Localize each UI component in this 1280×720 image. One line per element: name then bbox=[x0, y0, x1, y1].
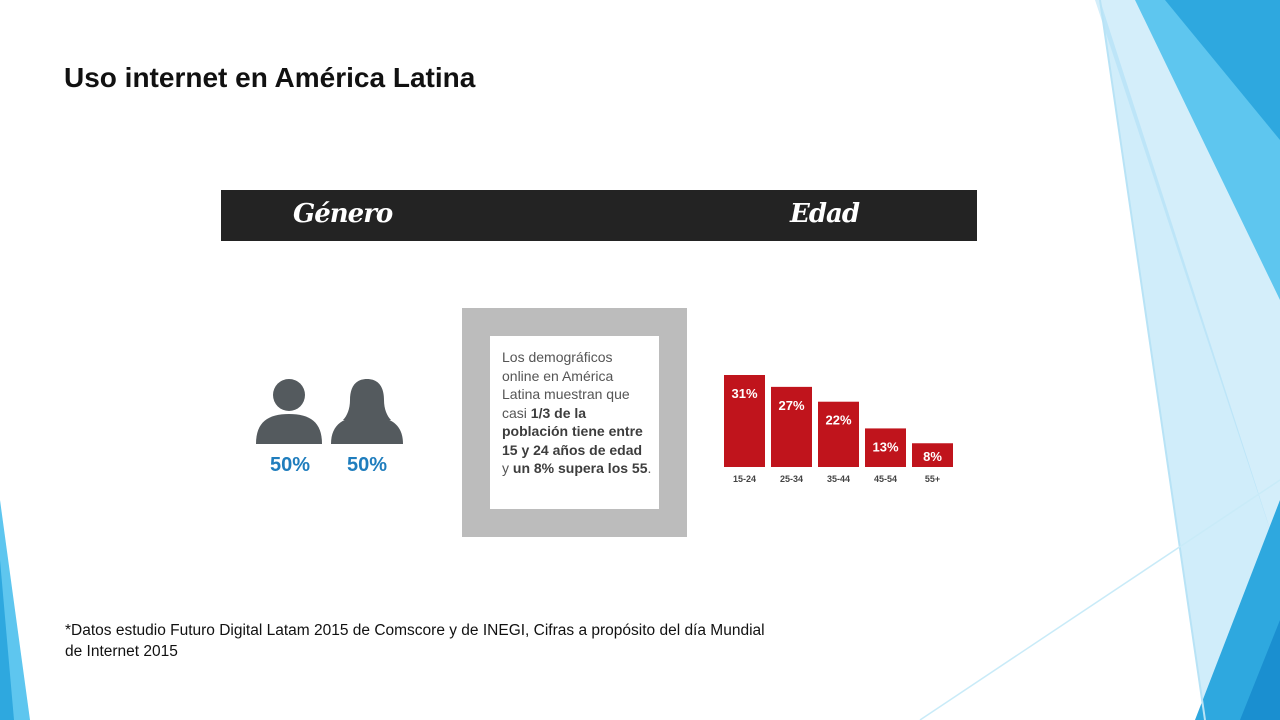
note-text-2: y bbox=[502, 460, 513, 476]
male-percentage: 50% bbox=[270, 454, 311, 476]
age-bar-25-34 bbox=[771, 386, 812, 467]
note-bold-1: 1/3 de la población tiene entre 15 y 24 … bbox=[502, 404, 643, 458]
note-bold-2: un 8% supera los 55 bbox=[512, 460, 648, 476]
header-age-label: Edad bbox=[790, 199, 860, 229]
age-bar-45-54 bbox=[865, 428, 906, 467]
age-bar-value-label: 22% bbox=[825, 413, 851, 428]
age-category-label: 25-34 bbox=[780, 474, 803, 484]
age-category-label: 45-54 bbox=[874, 474, 897, 484]
footnote: *Datos estudio Futuro Digital Latam 2015… bbox=[65, 620, 925, 662]
slide-title: Uso internet en América Latina bbox=[64, 62, 476, 93]
note-text-3: . bbox=[647, 460, 652, 476]
female-person-icon bbox=[331, 379, 403, 444]
age-bar-value-label: 31% bbox=[731, 386, 757, 401]
age-category-label: 15-24 bbox=[733, 474, 756, 484]
age-bar-value-label: 8% bbox=[923, 449, 942, 464]
female-percentage: 50% bbox=[347, 454, 388, 476]
age-category-label: 55+ bbox=[925, 474, 940, 484]
infographic: Género Edad 50% 50% Los demográficos onl… bbox=[221, 190, 977, 550]
note-text-1: Los demográficos online en América Latin… bbox=[502, 349, 630, 421]
header-gender-label: Género bbox=[293, 199, 393, 229]
gender-section: 50% 50% bbox=[254, 378, 414, 478]
age-bar-value-label: 13% bbox=[872, 439, 898, 454]
footnote-line-2: de Internet 2015 bbox=[65, 643, 178, 660]
demographics-note-inner: Los demográficos online en América Latin… bbox=[490, 336, 659, 509]
infographic-header-bar: Género Edad bbox=[221, 190, 977, 241]
age-bar-15-24 bbox=[724, 375, 765, 467]
age-bar-value-label: 27% bbox=[778, 398, 804, 413]
male-person-icon bbox=[256, 379, 322, 444]
demographics-note-box: Los demográficos online en América Latin… bbox=[462, 308, 687, 537]
age-bar-chart: 31% 15-24 27% 25-34 22% 35-44 13% 45-54 8% 55+ bbox=[721, 365, 961, 495]
age-bar-55+ bbox=[912, 443, 953, 467]
demographics-note-text: Los demográficos online en América Latin… bbox=[502, 348, 652, 478]
age-category-label: 35-44 bbox=[827, 474, 850, 484]
age-bar-chart-svg: 31% 15-24 27% 25-34 22% 35-44 13% 45-54 8% 55+ bbox=[724, 375, 953, 484]
age-bar-35-44 bbox=[818, 401, 859, 467]
footnote-line-1: *Datos estudio Futuro Digital Latam 2015… bbox=[65, 622, 765, 639]
